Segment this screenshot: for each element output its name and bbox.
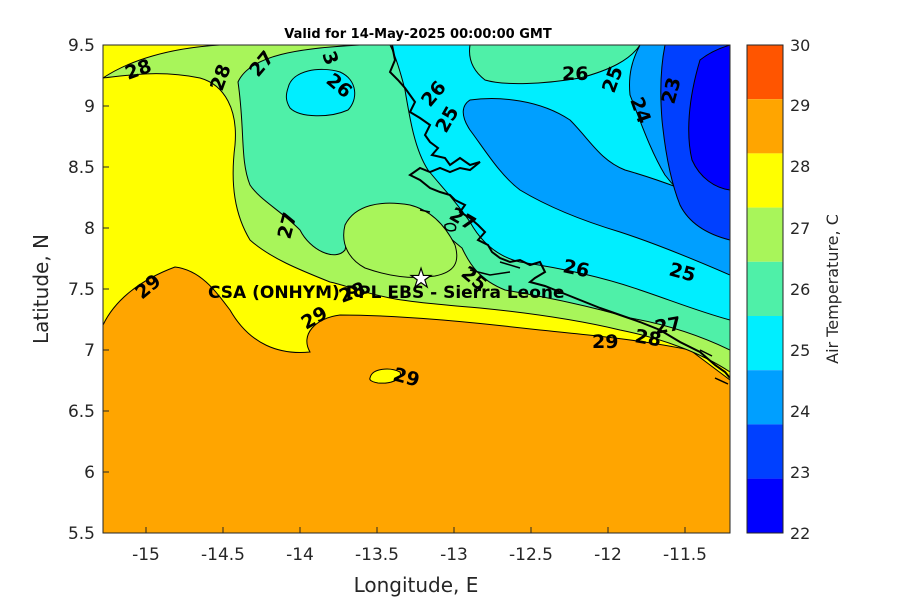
y-tick-label: 9 [84, 97, 95, 117]
band-25-blob [285, 68, 356, 117]
coastline-islands [419, 209, 729, 385]
map-area[interactable]: 28 28 27 26 3 26 25 26 25 24 23 27 27 25… [103, 45, 730, 533]
x-tick-label: -14.5 [201, 545, 245, 565]
colorbar-tick-label: 26 [790, 280, 810, 299]
y-axis: 9.5 9 8.5 8 7.5 7 6.5 6 5.5 Latitude, N [29, 36, 109, 544]
x-axis: -15 -14.5 -14 -13.5 -13 -12.5 -12 -11.5 … [132, 527, 707, 597]
colorbar: 30 29 28 27 26 25 24 23 22 Air Temperatu… [746, 36, 842, 543]
y-tick-label: 8 [84, 219, 95, 239]
band-22 [688, 45, 730, 191]
colorbar-tick-label: 23 [790, 463, 810, 482]
y-tick-label: 5.5 [68, 524, 95, 544]
colorbar-label: Air Temperature, C [823, 214, 842, 364]
figure-title: Valid for 14-May-2025 00:00:00 GMT [284, 27, 552, 42]
y-tick-label: 7 [84, 341, 95, 361]
y-tick-label: 6 [84, 463, 95, 483]
contour-label: 26 [561, 255, 591, 282]
colorbar-tick-label: 30 [790, 36, 810, 55]
station-label: CSA (ONHYM) PPL EBS - Sierra Leone [208, 283, 565, 303]
band-26-strip [469, 45, 641, 85]
contour-label: 26 [562, 63, 588, 85]
x-tick-label: -13.5 [355, 545, 399, 565]
y-tick-label: 7.5 [68, 280, 95, 300]
colorbar-tick-label: 29 [790, 96, 810, 115]
station-star-icon[interactable]: ★ [409, 263, 434, 294]
contour-label: 27 [653, 313, 683, 339]
island-28 [369, 368, 401, 384]
colorbar-tick-label: 27 [790, 219, 810, 238]
x-tick-label: -11.5 [663, 545, 707, 565]
x-tick-label: -14 [286, 545, 314, 565]
colorbar-tick-label: 22 [790, 524, 810, 543]
contour-label: 29 [592, 331, 618, 353]
band-24 [462, 98, 730, 276]
x-tick-label: -15 [132, 545, 160, 565]
colorbar-tick-label: 24 [790, 402, 810, 421]
y-tick-label: 6.5 [68, 402, 95, 422]
x-axis-label: Longitude, E [354, 573, 479, 597]
colorbar-tick-label: 25 [790, 341, 810, 360]
x-tick-label: -13 [440, 545, 468, 565]
colorbar-tick-label: 28 [790, 157, 810, 176]
y-tick-label: 8.5 [68, 158, 95, 178]
x-tick-label: -12.5 [509, 545, 553, 565]
y-axis-label: Latitude, N [29, 234, 53, 344]
band-29 [103, 266, 730, 533]
coastline [388, 45, 730, 379]
contour-label: 28 [633, 325, 663, 351]
band-27-inner [343, 202, 458, 278]
x-tick-label: -12 [594, 545, 622, 565]
y-tick-label: 9.5 [68, 36, 95, 56]
